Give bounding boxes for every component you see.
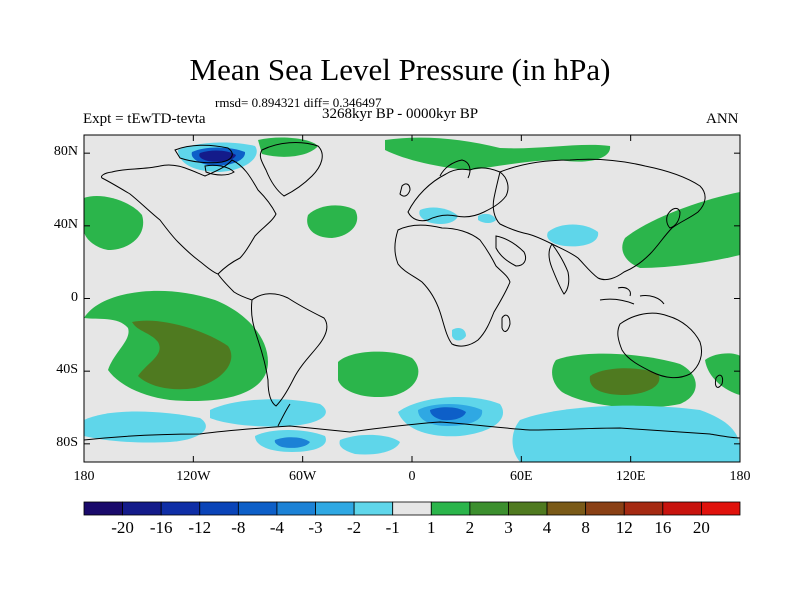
colorbar-swatch <box>160 501 201 516</box>
anomaly-southern-ocean-low-east <box>512 405 740 462</box>
map-area <box>84 135 740 462</box>
experiment-label: Expt = tEwTD-tevta <box>83 111 206 127</box>
colorbar-swatch <box>469 501 509 516</box>
coastline-india <box>548 243 570 295</box>
anomaly-southern-ocean-low-pacific <box>210 399 326 427</box>
period-label: 3268kyr BP - 0000kyr BP <box>322 106 479 122</box>
coastline-africa <box>394 224 511 347</box>
colorbar-label: 2 <box>465 518 475 537</box>
anomaly-north-pacific-high <box>622 192 740 268</box>
lon-label: 120W <box>176 469 211 484</box>
anomaly-greenland-low-core <box>199 150 236 162</box>
colorbar-swatch <box>315 501 355 516</box>
colorbar-swatch <box>662 501 702 516</box>
coastline-central-america <box>217 273 253 301</box>
colorbar-label: 4 <box>542 518 552 537</box>
map-title: Mean Sea Level Pressure (in hPa) <box>189 52 611 87</box>
anomaly-south-pacific-core <box>132 320 232 390</box>
colorbar-swatch <box>83 501 123 516</box>
coastline-antarctic-peninsula <box>277 403 291 427</box>
colorbar-swatch <box>508 501 548 516</box>
lat-label: 80S <box>56 434 78 450</box>
colorbar-swatch <box>199 501 239 516</box>
anomaly-arctic-high-east <box>385 137 611 170</box>
colorbar-label: 16 <box>654 518 672 537</box>
colorbar-label: -1 <box>385 518 400 537</box>
colorbar-label: -16 <box>149 518 173 537</box>
lon-label: 180 <box>729 469 751 484</box>
coastline-japan <box>666 207 681 229</box>
anomaly-north-pacific-west <box>84 195 144 250</box>
colorbar-label: -20 <box>111 518 134 537</box>
coastline-australia <box>617 312 703 379</box>
coastline-europe <box>407 167 509 222</box>
lon-label: 0 <box>408 469 416 484</box>
anomaly-tasman-high <box>705 353 740 395</box>
coastline-new-zealand <box>715 374 723 388</box>
lat-label: 80N <box>53 144 78 160</box>
colorbar-swatch <box>701 501 741 516</box>
pressure-anomalies <box>84 137 740 462</box>
colorbar-label: 1 <box>427 518 436 537</box>
anomaly-south-atlantic-high <box>338 351 419 398</box>
colorbar-label: 12 <box>615 518 633 537</box>
coastline-arctic-islands <box>174 144 235 176</box>
colorbar-label: 3 <box>504 518 513 537</box>
anomaly-north-atlantic-high <box>307 205 358 238</box>
coastline-south-america <box>251 293 328 407</box>
anomaly-ross-sea-core <box>274 437 310 448</box>
anomaly-mideast-low <box>478 213 496 223</box>
colorbar-label: 20 <box>692 518 710 537</box>
colorbar-swatch <box>237 501 278 516</box>
coastline-scandinavia <box>439 159 471 179</box>
coastline-arabia <box>495 235 527 267</box>
season-label: ANN <box>706 111 739 127</box>
anomaly-south-africa-low <box>452 328 466 341</box>
colorbar-label: 8 <box>581 518 590 537</box>
colorbar-swatch <box>623 501 664 516</box>
colorbar-swatch <box>585 501 625 516</box>
anomaly-southern-ocean-low-mid <box>339 434 400 455</box>
coastline-asia <box>492 158 706 281</box>
lon-label: 120E <box>615 469 646 484</box>
anomaly-central-asia-low <box>547 224 599 247</box>
colorbar-swatch <box>353 501 394 516</box>
lat-label: 40N <box>53 216 78 232</box>
lat-label: 0 <box>71 289 78 305</box>
stats-text: rmsd= 0.894321 diff= 0.346497 <box>215 95 382 110</box>
colorbar-swatch <box>122 501 162 516</box>
coastline-greenland <box>259 142 323 197</box>
lat-label: 40S <box>56 362 78 378</box>
axis-ticks <box>83 135 741 462</box>
coastlines <box>84 142 740 441</box>
lon-label: 60E <box>510 469 533 484</box>
colorbar <box>83 501 741 516</box>
coastline-antarctica <box>84 421 740 441</box>
colorbar-label: -3 <box>308 518 323 537</box>
colorbar-swatch <box>392 501 432 516</box>
anomaly-southern-ocean-low-west <box>84 411 206 443</box>
colorbar-swatch <box>546 501 587 516</box>
coastline-madagascar <box>501 314 511 332</box>
coastline-uk <box>399 183 411 197</box>
coastline-indonesia <box>599 287 665 305</box>
colorbar-swatch <box>430 501 471 516</box>
colorbar-label: -4 <box>269 518 285 537</box>
lon-label: 180 <box>73 469 95 484</box>
colorbar-label: -8 <box>231 518 246 537</box>
colorbar-label: -2 <box>347 518 362 537</box>
colorbar-swatch <box>276 501 316 516</box>
coastline-north-america <box>101 159 277 275</box>
anomaly-antarctic-atlantic-core <box>430 407 466 421</box>
colorbar-label: -12 <box>188 518 212 537</box>
lon-label: 60W <box>289 469 317 484</box>
anomaly-south-indian-core <box>589 368 660 395</box>
